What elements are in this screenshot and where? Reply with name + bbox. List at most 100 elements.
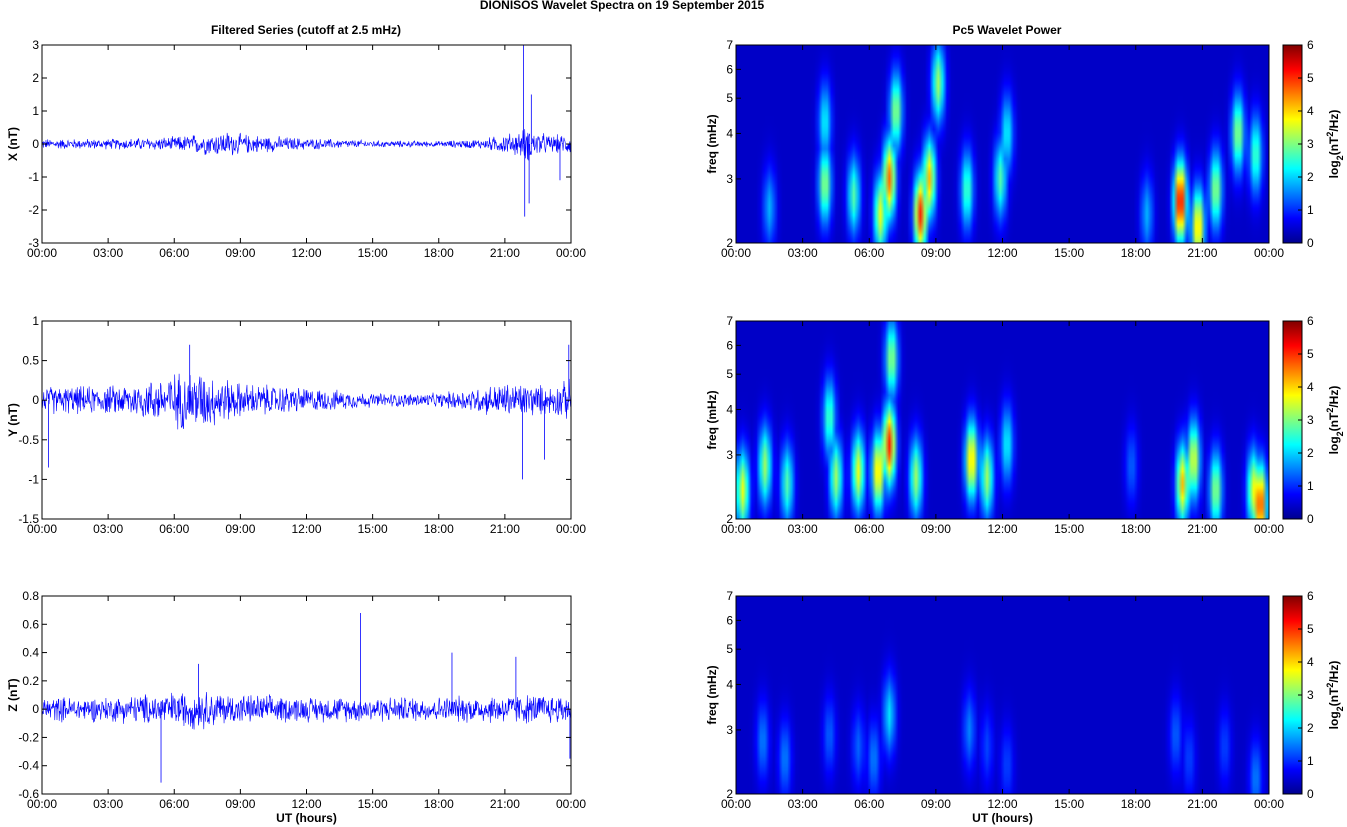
x-tick-label: 18:00 bbox=[424, 797, 454, 811]
colorbar-tick-label: 3 bbox=[1307, 688, 1314, 702]
x-tick-label: 00:00 bbox=[27, 797, 57, 811]
wavelet-power-y-axes: 2 3 4 5 6 7 freq (mHz) 00:00 03:00 06:00 09:00 12:0… bbox=[705, 314, 1345, 536]
colorbar-label: log2(nT2/Hz) bbox=[1325, 110, 1345, 179]
x-tick-label: 21:00 bbox=[1187, 797, 1217, 811]
y-tick-label: 2 bbox=[726, 512, 733, 526]
time-series-y-axes: -1.5 -1 -0.5 0 0.5 1 Y (nT) 00:00 03:00 06:00 09:0… bbox=[6, 314, 586, 536]
x-tick-label: 03:00 bbox=[788, 797, 818, 811]
x-tick-label: 00:00 bbox=[27, 246, 57, 260]
x-tick-label: 06:00 bbox=[854, 797, 884, 811]
x-tick-label: 21:00 bbox=[1187, 522, 1217, 536]
y-tick-label: -0.2 bbox=[18, 730, 39, 744]
x-tick-label: 09:00 bbox=[921, 797, 951, 811]
colorbar-tick-label: 0 bbox=[1307, 236, 1314, 250]
wavelet-power-z-axes: 2 3 4 5 6 7 freq (mHz) 00:00 03:00 06:00 09:00 12:0… bbox=[705, 589, 1345, 825]
right-column-title: Pc5 Wavelet Power bbox=[953, 23, 1062, 37]
plot-area bbox=[42, 596, 571, 794]
y-tick-label: -3 bbox=[28, 236, 39, 250]
x-tick-label: 15:00 bbox=[358, 246, 388, 260]
left-column-title: Filtered Series (cutoff at 2.5 mHz) bbox=[211, 23, 401, 37]
colorbar-tick-label: 3 bbox=[1307, 413, 1314, 427]
x-tick-label: 12:00 bbox=[987, 797, 1017, 811]
y-tick-label: 1 bbox=[32, 314, 39, 328]
series-line-z bbox=[41, 692, 572, 730]
x-tick-label: 00:00 bbox=[556, 246, 586, 260]
x-tick-label: 12:00 bbox=[987, 246, 1017, 260]
y-tick-label: 0.8 bbox=[22, 589, 39, 603]
x-tick-label: 15:00 bbox=[1054, 246, 1084, 260]
colorbar-tick-label: 1 bbox=[1307, 479, 1314, 493]
x-tick-label: 09:00 bbox=[225, 797, 255, 811]
colorbar-tick-label: 4 bbox=[1307, 104, 1314, 118]
y-tick-label: 5 bbox=[726, 642, 733, 656]
colorbar-label: log2(nT2/Hz) bbox=[1325, 386, 1345, 455]
y-tick-label: 3 bbox=[726, 172, 733, 186]
x-tick-label: 03:00 bbox=[93, 522, 123, 536]
colorbar-tick-label: 6 bbox=[1307, 314, 1314, 328]
x-tick-label: 00:00 bbox=[1254, 797, 1284, 811]
x-tick-label: 15:00 bbox=[1054, 522, 1084, 536]
x-tick-label: 12:00 bbox=[291, 522, 321, 536]
colorbar-tick-label: 6 bbox=[1307, 589, 1314, 603]
x-tick-label: 00:00 bbox=[1254, 522, 1284, 536]
y-axis-label: freq (mHz) bbox=[705, 390, 719, 449]
x-tick-label: 00:00 bbox=[556, 522, 586, 536]
y-tick-label: 2 bbox=[32, 71, 39, 85]
y-tick-label: 6 bbox=[726, 62, 733, 76]
y-tick-label: 4 bbox=[726, 126, 733, 140]
y-tick-label: -1 bbox=[28, 170, 39, 184]
colorbar-tick-label: 5 bbox=[1307, 622, 1314, 636]
x-tick-label: 06:00 bbox=[159, 797, 189, 811]
colorbar: 0 1 2 3 4 5 6 log2(nT2/Hz) bbox=[1282, 589, 1345, 801]
colorbar-tick-label: 0 bbox=[1307, 787, 1314, 801]
y-tick-label: 6 bbox=[726, 613, 733, 627]
x-tick-label: 00:00 bbox=[27, 522, 57, 536]
y-tick-label: 0 bbox=[32, 393, 39, 407]
colorbar-tick-label: 1 bbox=[1307, 203, 1314, 217]
x-tick-label: 21:00 bbox=[490, 522, 520, 536]
x-tick-label: 15:00 bbox=[1054, 797, 1084, 811]
colorbar-tick-label: 5 bbox=[1307, 71, 1314, 85]
colorbar-tick-label: 2 bbox=[1307, 446, 1314, 460]
x-tick-label: 12:00 bbox=[291, 797, 321, 811]
y-tick-label: -0.4 bbox=[18, 759, 39, 773]
x-tick-label: 06:00 bbox=[854, 522, 884, 536]
x-axis-label: UT (hours) bbox=[972, 811, 1033, 825]
x-tick-label: 21:00 bbox=[1187, 246, 1217, 260]
plot-area bbox=[42, 321, 571, 519]
time-series-z-axes: -0.6 -0.4 -0.2 0 0.2 0.4 0.6 0.8 Z (nT) 00:00 03:0… bbox=[6, 589, 586, 825]
y-tick-label: -0.6 bbox=[18, 787, 39, 801]
x-tick-label: 18:00 bbox=[424, 246, 454, 260]
wavelet-power-x-axes: 2 3 4 5 6 7 freq (mHz) 00:00 03:00 06:00 09:00 12:0… bbox=[705, 38, 1345, 260]
wavelet-power-heatmap bbox=[736, 596, 1269, 794]
x-tick-label: 09:00 bbox=[225, 246, 255, 260]
x-tick-label: 00:00 bbox=[721, 246, 751, 260]
series-line-y bbox=[41, 373, 572, 430]
colorbar-tick-label: 2 bbox=[1307, 721, 1314, 735]
x-tick-label: 09:00 bbox=[225, 522, 255, 536]
x-tick-label: 12:00 bbox=[291, 246, 321, 260]
colorbar-tick-label: 3 bbox=[1307, 137, 1314, 151]
y-tick-label: 5 bbox=[726, 367, 733, 381]
x-tick-label: 09:00 bbox=[921, 522, 951, 536]
y-tick-label: 7 bbox=[726, 38, 733, 52]
y-axis-label: X (nT) bbox=[6, 127, 20, 161]
x-tick-label: 09:00 bbox=[921, 246, 951, 260]
y-tick-label: 7 bbox=[726, 589, 733, 603]
y-tick-label: 4 bbox=[726, 402, 733, 416]
x-tick-label: 18:00 bbox=[1121, 797, 1151, 811]
x-tick-label: 06:00 bbox=[854, 246, 884, 260]
time-series-x-axes: -3 -2 -1 0 1 2 3 X (nT) 00:00 03:00 06:00 09:00 12:0… bbox=[6, 38, 586, 260]
x-tick-label: 21:00 bbox=[490, 246, 520, 260]
y-tick-label: -2 bbox=[28, 203, 39, 217]
x-tick-label: 00:00 bbox=[721, 797, 751, 811]
y-tick-label: 0.2 bbox=[22, 674, 39, 688]
y-tick-label: 0.4 bbox=[22, 646, 39, 660]
y-tick-label: -0.5 bbox=[18, 433, 39, 447]
y-axis-label: freq (mHz) bbox=[705, 665, 719, 724]
y-tick-label: 3 bbox=[32, 38, 39, 52]
x-tick-label: 00:00 bbox=[556, 797, 586, 811]
x-tick-label: 03:00 bbox=[788, 522, 818, 536]
y-tick-label: -1.5 bbox=[18, 512, 39, 526]
